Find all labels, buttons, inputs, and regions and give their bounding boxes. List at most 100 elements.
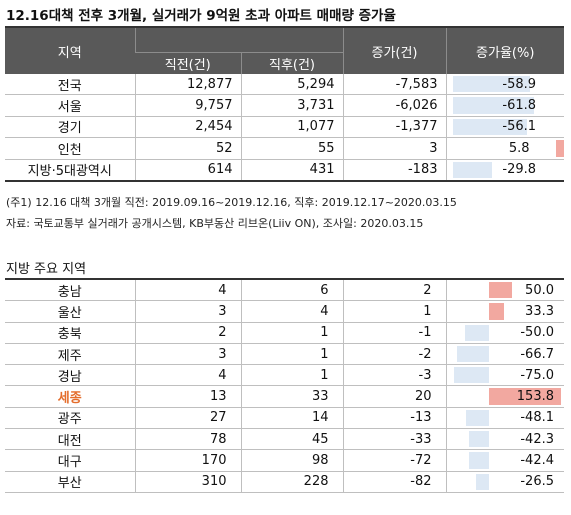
rate-bar	[452, 97, 535, 114]
rate-value: -66.7	[520, 346, 554, 362]
rate-value: -48.1	[520, 410, 554, 426]
rate-cell: -50.0	[446, 322, 564, 344]
rate-bar	[452, 161, 492, 178]
before-cell: 12,877	[135, 74, 242, 96]
region-cell: 제주	[5, 343, 136, 366]
rate-bar	[468, 452, 489, 469]
rate-cell: -26.5	[446, 471, 564, 493]
region-cell: 대구	[5, 449, 136, 472]
before-cell: 27	[135, 407, 242, 430]
increase-cell: 20	[343, 385, 447, 408]
rate-bar	[452, 76, 531, 93]
before-cell: 78	[135, 428, 242, 451]
header-increase: 증가(건)	[342, 27, 446, 74]
region-cell: 울산	[5, 300, 136, 323]
page-title: 12.16대책 전후 3개월, 실거래가 9억원 초과 아파트 매매량 증가율	[6, 8, 396, 24]
table-row: 인천 52 55 3 5.8	[5, 137, 564, 160]
table-row: 세종 13 33 20 153.8	[5, 385, 564, 408]
region-cell: 인천	[5, 137, 136, 160]
region-cell: 대전	[5, 428, 136, 451]
region-cell: 광주	[5, 407, 136, 430]
table-row: 경기 2,454 1,077 -1,377 -56.1	[5, 116, 564, 139]
table-row: 제주 3 1 -2 -66.7	[5, 343, 564, 366]
region-cell: 경남	[5, 364, 136, 387]
rate-cell: -42.3	[446, 428, 564, 451]
header-rate: 증가율(%)	[445, 27, 564, 74]
after-cell: 3,731	[241, 94, 344, 117]
rate-cell: 153.8	[446, 385, 564, 408]
after-cell: 6	[241, 279, 344, 302]
summary-table: 지역 증가(건) 증가율(%) 직전(건) 직후(건) 전국 12,877 5,29…	[5, 26, 564, 182]
table-row: 경남 4 1 -3 -75.0	[5, 364, 564, 387]
rate-value: -56.1	[502, 119, 537, 135]
before-cell: 4	[135, 364, 242, 387]
rate-value: -50.0	[520, 325, 554, 341]
before-cell: 310	[135, 471, 242, 493]
increase-cell: -3	[343, 364, 447, 387]
before-cell: 170	[135, 449, 242, 472]
after-cell: 1,077	[241, 116, 344, 139]
table-row: 충남 4 6 2 50.0	[5, 279, 564, 302]
rate-bar	[488, 388, 562, 405]
table-row: 광주 27 14 -13 -48.1	[5, 407, 564, 430]
rate-cell: -66.7	[446, 343, 564, 366]
rate-bar	[488, 282, 513, 299]
after-cell: 4	[241, 300, 344, 323]
after-cell: 431	[241, 159, 344, 182]
region-cell: 경기	[5, 116, 136, 139]
after-cell: 14	[241, 407, 344, 430]
before-cell: 614	[135, 159, 242, 182]
increase-cell: -1	[343, 322, 447, 344]
rate-value: -58.9	[502, 76, 537, 92]
before-cell: 3	[135, 343, 242, 366]
header-blank	[134, 27, 343, 53]
table-row: 대전 78 45 -33 -42.3	[5, 428, 564, 451]
table-row: 서울 9,757 3,731 -6,026 -61.8	[5, 94, 564, 117]
region-cell: 서울	[5, 94, 136, 117]
increase-cell: 1	[343, 300, 447, 323]
after-cell: 5,294	[241, 74, 344, 96]
before-cell: 13	[135, 385, 242, 408]
table-row: 전국 12,877 5,294 -7,583 -58.9	[5, 74, 564, 96]
increase-cell: -183	[343, 159, 447, 182]
region-cell: 충북	[5, 322, 136, 344]
rate-value: 50.0	[525, 282, 554, 298]
header-region: 지역	[5, 27, 135, 74]
rate-cell: 50.0	[446, 279, 564, 302]
header-after: 직후(건)	[240, 52, 343, 74]
increase-cell: -82	[343, 471, 447, 493]
increase-cell: -72	[343, 449, 447, 472]
rate-cell: -58.9	[446, 74, 564, 96]
after-cell: 55	[241, 137, 344, 160]
rate-bar	[556, 140, 564, 157]
region-cell: 전국	[5, 74, 136, 96]
after-cell: 228	[241, 471, 344, 493]
table-row: 대구 170 98 -72 -42.4	[5, 449, 564, 472]
period-note: (주1) 12.16 대책 3개월 직전: 2019.09.16~2019.12…	[6, 196, 457, 209]
rate-bar	[452, 118, 527, 136]
before-cell: 2,454	[135, 116, 242, 139]
before-cell: 4	[135, 279, 242, 302]
after-cell: 1	[241, 322, 344, 344]
rate-cell: -29.8	[446, 159, 564, 182]
rate-bar	[453, 367, 489, 384]
after-cell: 33	[241, 385, 344, 408]
region-cell: 부산	[5, 471, 136, 493]
increase-cell: -6,026	[343, 94, 447, 117]
header-before: 직전(건)	[135, 52, 241, 74]
rate-cell: -61.8	[446, 94, 564, 117]
rate-value: -42.3	[520, 431, 554, 447]
table-row: 울산 3 4 1 33.3	[5, 300, 564, 323]
rate-cell: -56.1	[446, 116, 564, 139]
increase-cell: -1,377	[343, 116, 447, 139]
rate-value: 153.8	[516, 389, 554, 405]
rate-value: -42.4	[520, 453, 554, 469]
rate-bar	[476, 473, 489, 490]
source-note: 자료: 국토교통부 실거래가 공개시스템, KB부동산 리브온(Liiv ON)…	[6, 217, 424, 230]
rate-value: 5.8	[508, 140, 530, 156]
rate-cell: -42.4	[446, 449, 564, 472]
rate-value: -29.8	[502, 162, 537, 178]
after-cell: 45	[241, 428, 344, 451]
rate-bar	[465, 324, 489, 341]
rate-cell: -48.1	[446, 407, 564, 430]
